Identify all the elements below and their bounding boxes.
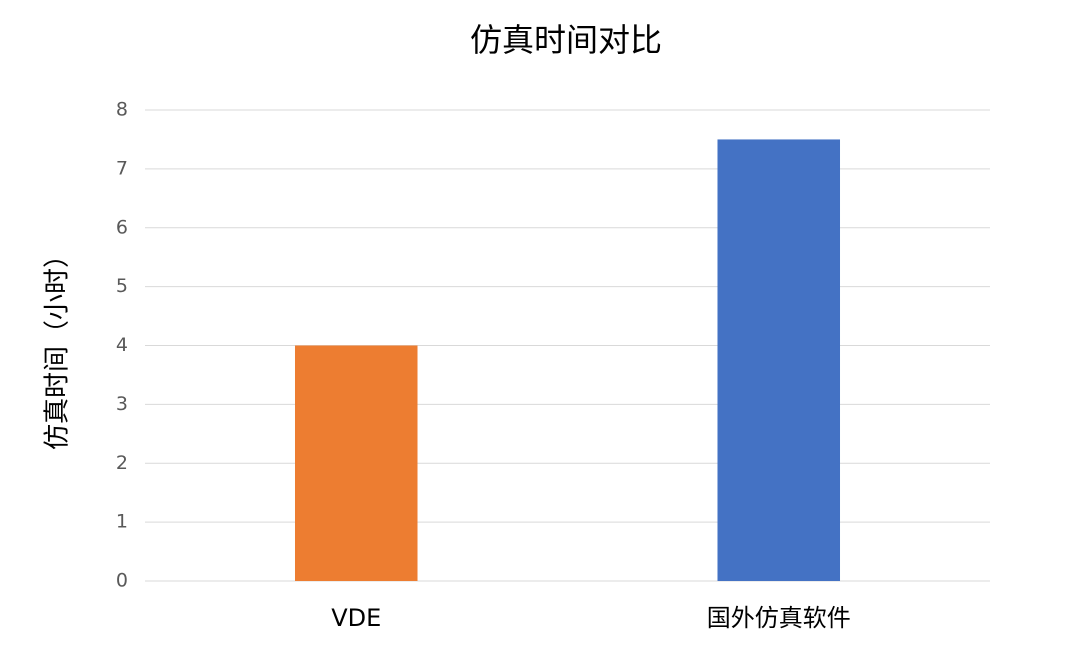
y-tick-label: 8: [116, 99, 128, 121]
y-tick-label: 5: [116, 275, 128, 297]
y-tick-label: 6: [116, 216, 128, 238]
y-tick-label: 1: [116, 511, 128, 533]
x-tick-label: 国外仿真软件: [707, 604, 851, 632]
y-tick-label: 7: [116, 157, 128, 179]
y-tick-label: 0: [116, 570, 128, 592]
y-tick-label: 2: [116, 452, 128, 474]
y-tick-label: 3: [116, 393, 128, 415]
bar: [294, 345, 418, 581]
y-tick-label: 4: [116, 334, 128, 356]
x-tick-label: VDE: [331, 604, 381, 632]
bar: [717, 139, 841, 581]
chart-title: 仿真时间对比: [470, 21, 662, 59]
y-axis-label: 仿真时间（小时）: [43, 242, 73, 450]
